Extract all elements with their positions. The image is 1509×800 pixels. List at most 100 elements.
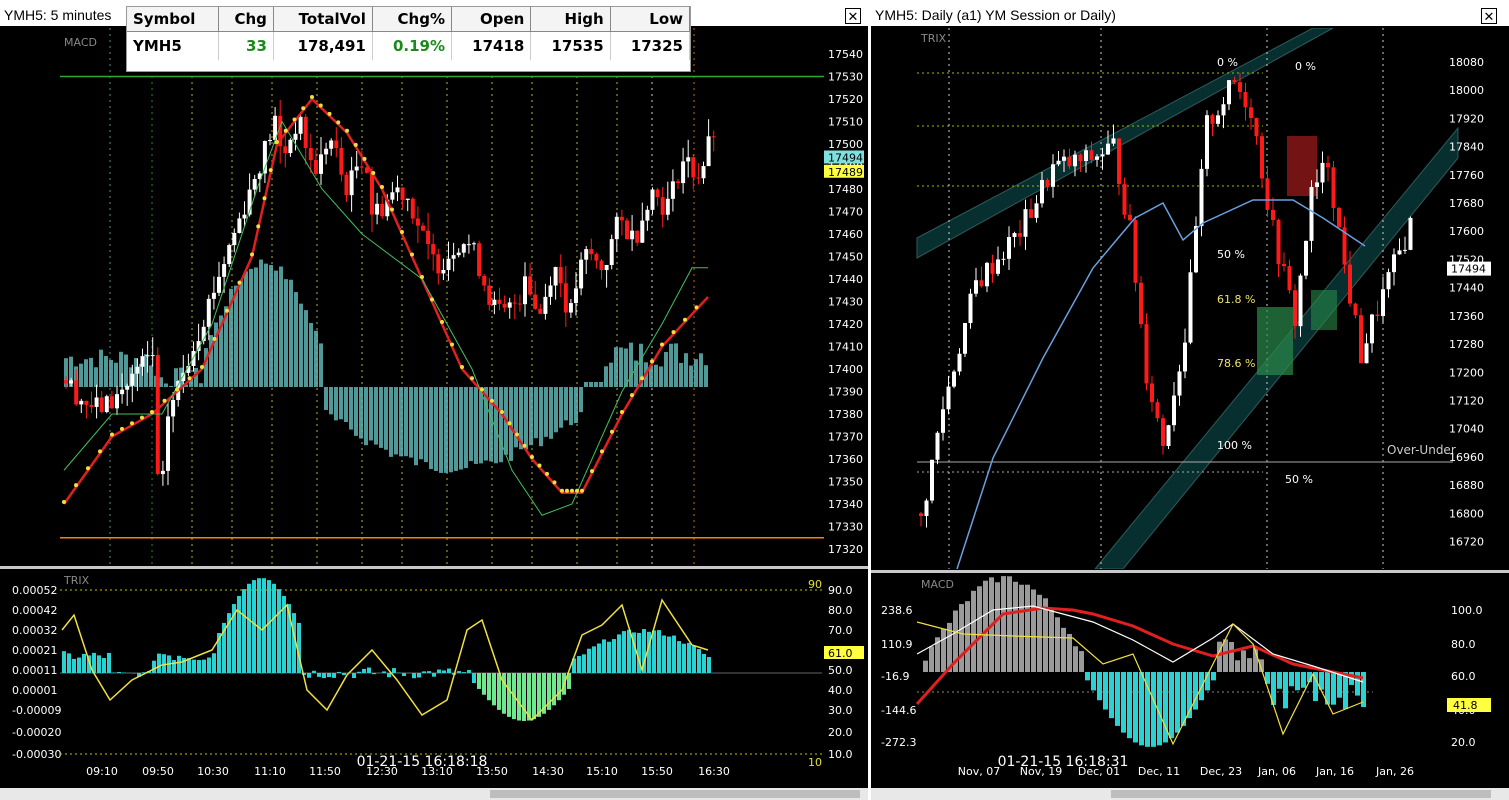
macd-bar: [1181, 672, 1186, 726]
trix-bar: [272, 583, 276, 673]
macd-bar: [947, 622, 952, 672]
right-close-button[interactable]: ✕: [1481, 8, 1497, 24]
left-indicator-chart[interactable]: TRIX 0.00052 0.00042 0.00032 0.00021 0.00011…: [2, 570, 866, 780]
candle-body: [1144, 324, 1149, 384]
trix-bar: [687, 642, 691, 673]
right-indicator-chart[interactable]: MACD 238.6 110.9 -16.9 -144.6 -272.3 100.0 80.…: [873, 574, 1507, 780]
quote-row[interactable]: YMH5 33 178,491 0.19% 17418 17535 17325: [127, 31, 691, 60]
candle-body: [528, 276, 533, 295]
macd-bar: [414, 387, 418, 466]
trix-bar: [662, 635, 666, 673]
ma-yellow-dot: [420, 275, 424, 279]
candle-body: [436, 254, 441, 274]
macd-bar: [249, 268, 253, 387]
quote-symbol[interactable]: YMH5: [127, 31, 219, 60]
macd-bar: [324, 387, 328, 410]
signal-badge-value: 61.0: [828, 647, 853, 660]
trix-bar: [212, 653, 216, 673]
candle-body: [553, 267, 558, 286]
candle-body: [1331, 167, 1336, 208]
trix-bar: [592, 646, 596, 673]
macd-bar: [1337, 672, 1342, 698]
candle-body: [1029, 209, 1033, 218]
right-price-pane[interactable]: TRIX Over-Under 0 % 0 % 50 % 61.8 % 78.6 % 10…: [873, 27, 1507, 570]
signal-badge: [824, 646, 864, 659]
macd-bar: [174, 368, 178, 387]
left-pane-separator[interactable]: [0, 566, 868, 569]
macd-bar: [1319, 672, 1324, 690]
price-tick: 16960: [1449, 451, 1484, 464]
trix-signal-line: [61, 598, 709, 722]
level-top-label: 90: [808, 578, 822, 591]
candle-body: [1106, 143, 1110, 155]
left-scroll-thumb[interactable]: [490, 790, 860, 798]
candle-body: [262, 141, 267, 174]
candle-body: [1018, 233, 1022, 237]
candle-body: [89, 404, 94, 407]
macd-bar: [419, 387, 423, 460]
left-price-chart[interactable]: MACD 17540175301752017510175001749017480…: [2, 28, 866, 565]
quote-header-high[interactable]: High: [530, 7, 611, 32]
ma-yellow-dot: [301, 106, 306, 111]
quote-header-chg[interactable]: Chg: [218, 7, 274, 32]
quote-header-row: Symbol Chg TotalVol Chg% Open High Low: [127, 7, 691, 32]
left-chart-window[interactable]: YMH5: 5 minutes ✕ MACD 17540 17530 17520 17…: [0, 4, 868, 800]
candle-body: [99, 397, 104, 413]
left-close-button[interactable]: ✕: [845, 8, 861, 24]
quote-header-totalvol[interactable]: TotalVol: [273, 7, 373, 32]
candle-body: [1326, 162, 1330, 168]
right-price-chart[interactable]: TRIX Over-Under 0 % 0 % 50 % 61.8 % 78.6 % 10…: [873, 27, 1507, 570]
candle-body: [543, 296, 548, 314]
ma-yellow-dot: [522, 443, 527, 448]
quote-header-chg-pct[interactable]: Chg%: [372, 7, 453, 32]
candle-body: [237, 218, 242, 233]
candle-body: [517, 303, 522, 305]
quote-board[interactable]: Symbol Chg TotalVol Chg% Open High Low YMH5 33…: [126, 6, 691, 72]
quote-header-symbol[interactable]: Symbol: [127, 7, 219, 32]
signal-tick: 10.0: [828, 748, 853, 761]
price-tick: 17350: [828, 476, 863, 489]
signal-tick: 30.0: [828, 704, 853, 717]
candle-body: [1001, 258, 1006, 260]
macd-bar: [941, 628, 946, 672]
right-window-titlebar[interactable]: YMH5: Daily (a1) YM Session or Daily): [871, 4, 1509, 26]
macd-bar: [1325, 672, 1330, 705]
right-scroll-thumb[interactable]: [1111, 790, 1491, 798]
ma-yellow-dot: [130, 421, 134, 426]
candle-body: [140, 356, 145, 367]
right-scrollbar[interactable]: [871, 788, 1509, 800]
price-tick: 17360: [1449, 310, 1484, 323]
right-pane-separator[interactable]: [871, 570, 1509, 573]
candle-body: [74, 380, 79, 405]
macd-bar: [184, 384, 188, 387]
left-price-pane[interactable]: MACD 17540175301752017510175001749017480…: [2, 28, 866, 565]
candle-body: [390, 192, 395, 200]
left-scrollbar[interactable]: [0, 788, 868, 800]
candle-body: [614, 216, 619, 240]
right-indicator-pane[interactable]: MACD 238.6 110.9 -16.9 -144.6 -272.3 100.0 80.…: [873, 574, 1507, 780]
trix-bar: [97, 655, 101, 673]
trix-bar: [587, 648, 591, 673]
ma-yellow-dot: [694, 305, 699, 310]
trix-bar: [617, 634, 621, 673]
time-tick: 14:30: [532, 765, 564, 778]
candle-body: [293, 133, 298, 140]
candle-body: [1194, 226, 1198, 273]
macd-bar: [284, 279, 288, 387]
macd-bar: [239, 280, 243, 387]
signal-tick: 100.0: [1451, 604, 1483, 617]
macd-bar: [339, 387, 343, 420]
trix-bar: [427, 671, 431, 673]
candle-body: [974, 280, 978, 294]
right-chart-window[interactable]: YMH5: Daily (a1) YM Session or Daily) ✕ …: [871, 4, 1509, 800]
quote-header-low[interactable]: Low: [610, 7, 691, 32]
price-tick: 17400: [828, 363, 863, 376]
macd-bar: [464, 387, 468, 469]
macd-bar: [654, 364, 658, 387]
trix-bar: [627, 629, 631, 673]
macd-bar: [619, 347, 623, 387]
candle-body: [222, 264, 227, 277]
quote-header-open[interactable]: Open: [451, 7, 532, 32]
macd-bar: [1259, 659, 1264, 672]
left-indicator-pane[interactable]: TRIX 0.00052 0.00042 0.00032 0.00021 0.00011…: [2, 570, 866, 780]
